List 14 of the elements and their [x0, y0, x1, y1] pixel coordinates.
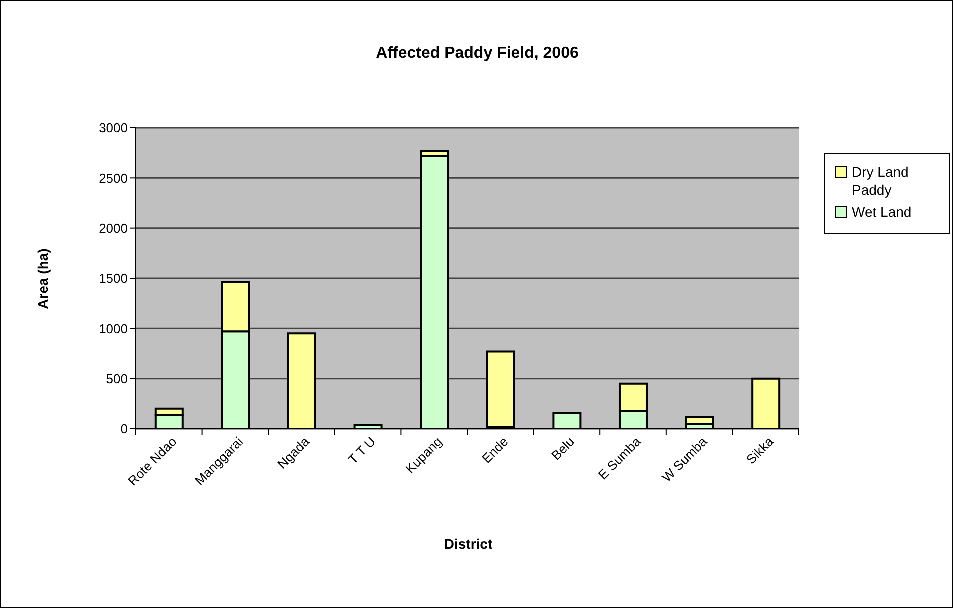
y-tick-label: 1000 — [99, 321, 128, 336]
legend-label: Wet Land — [852, 203, 913, 221]
x-tick-label: Belu — [548, 434, 578, 464]
x-tick-label: T T U — [346, 434, 379, 468]
y-tick-label: 1500 — [99, 271, 128, 286]
legend-label: Dry Land Paddy — [852, 163, 910, 199]
y-tick-label: 2000 — [99, 220, 128, 236]
y-tick-label: 2500 — [99, 170, 128, 186]
x-axis-title: District — [443, 536, 494, 552]
y-tick-label: 500 — [106, 371, 128, 386]
y-axis-title: Area (ha) — [35, 248, 51, 310]
y-tick-label: 3000 — [99, 120, 128, 136]
y-tick-label: 0 — [120, 422, 128, 437]
chart-title: Affected Paddy Field, 2006 — [375, 45, 580, 63]
